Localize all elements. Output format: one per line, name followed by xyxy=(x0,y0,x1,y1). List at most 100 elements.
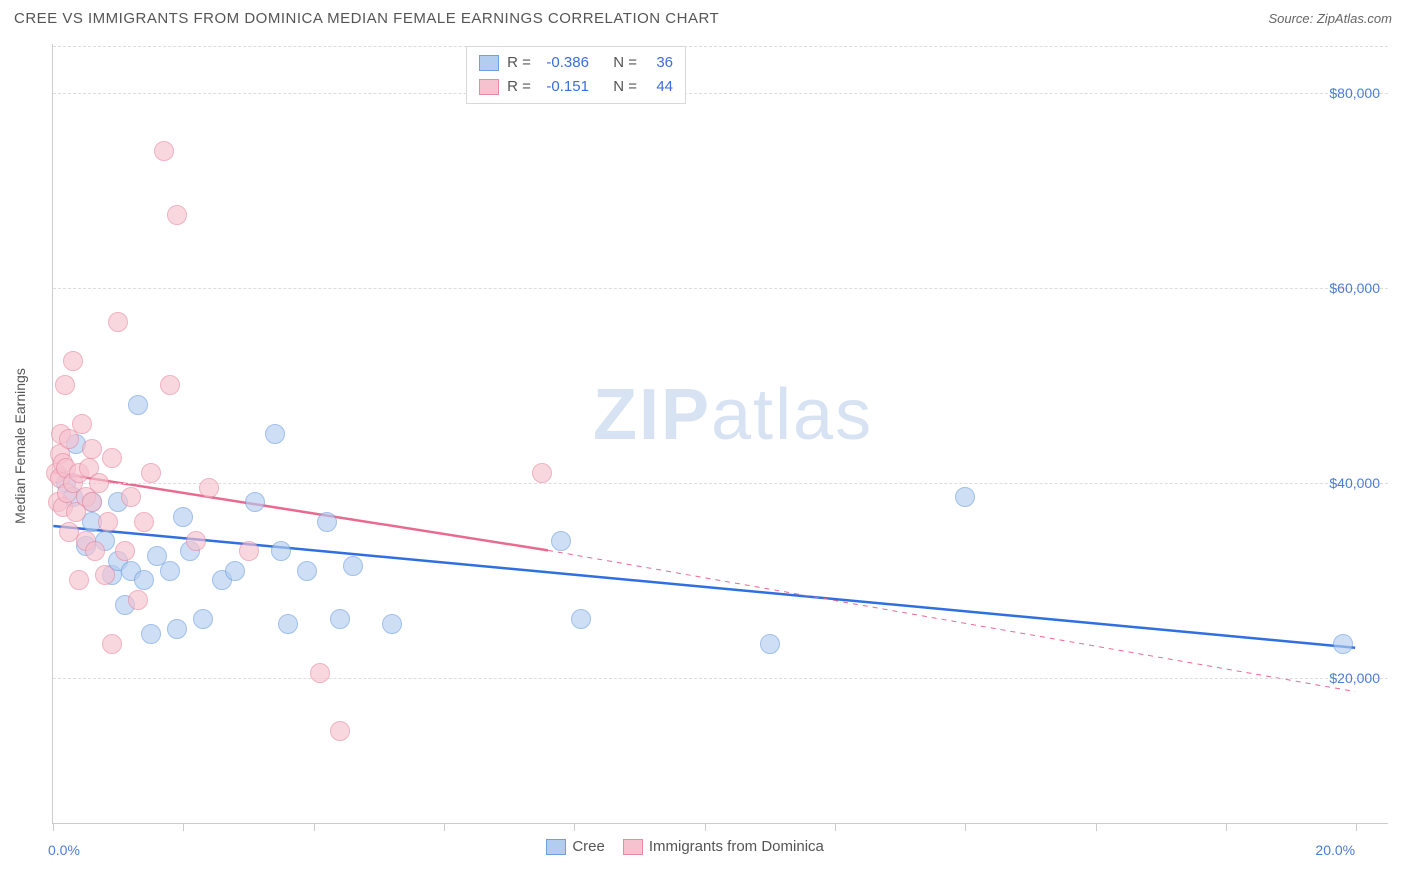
scatter-point xyxy=(98,512,118,532)
legend-swatch xyxy=(479,55,499,71)
scatter-point xyxy=(72,414,92,434)
y-tick-label: $40,000 xyxy=(1329,475,1380,491)
scatter-point xyxy=(330,721,350,741)
scatter-point xyxy=(69,570,89,590)
scatter-point xyxy=(55,375,75,395)
x-tick xyxy=(183,823,184,831)
scatter-point xyxy=(532,463,552,483)
scatter-point xyxy=(89,473,109,493)
x-tick xyxy=(835,823,836,831)
scatter-point xyxy=(128,395,148,415)
scatter-point xyxy=(134,512,154,532)
scatter-point xyxy=(154,141,174,161)
scatter-point xyxy=(115,541,135,561)
n-label: N = xyxy=(613,51,637,75)
source-prefix: Source: xyxy=(1268,11,1316,26)
gridline xyxy=(53,46,1388,47)
scatter-point xyxy=(108,312,128,332)
watermark: ZIPatlas xyxy=(593,374,873,456)
x-tick xyxy=(53,823,54,831)
scatter-point xyxy=(265,424,285,444)
scatter-point xyxy=(128,590,148,610)
scatter-point xyxy=(382,614,402,634)
scatter-point xyxy=(278,614,298,634)
x-left-label: 0.0% xyxy=(48,842,80,858)
watermark-zip: ZIP xyxy=(593,375,711,455)
scatter-point xyxy=(239,541,259,561)
scatter-point xyxy=(571,609,591,629)
scatter-point xyxy=(85,541,105,561)
legend-swatch xyxy=(623,839,643,855)
watermark-atlas: atlas xyxy=(711,375,873,455)
scatter-point xyxy=(173,507,193,527)
stats-legend-row: R = -0.151 N = 44 xyxy=(479,75,673,99)
legend-label: Cree xyxy=(572,838,605,855)
scatter-point xyxy=(297,561,317,581)
y-tick-label: $20,000 xyxy=(1329,670,1380,686)
scatter-point xyxy=(317,512,337,532)
scatter-point xyxy=(955,487,975,507)
gridline xyxy=(53,483,1388,484)
scatter-point xyxy=(225,561,245,581)
scatter-point xyxy=(167,619,187,639)
scatter-point xyxy=(121,487,141,507)
x-tick xyxy=(705,823,706,831)
scatter-point xyxy=(82,439,102,459)
scatter-point xyxy=(343,556,363,576)
x-right-label: 20.0% xyxy=(1315,842,1355,858)
scatter-point xyxy=(95,565,115,585)
x-tick xyxy=(314,823,315,831)
source-name: ZipAtlas.com xyxy=(1317,11,1392,26)
scatter-point xyxy=(82,492,102,512)
scatter-point xyxy=(134,570,154,590)
bottom-legend-item: Immigrants from Dominica xyxy=(623,838,824,855)
legend-swatch xyxy=(546,839,566,855)
trend-lines-svg xyxy=(53,44,1388,823)
bottom-legend-item: Cree xyxy=(546,838,605,855)
legend-label: Immigrants from Dominica xyxy=(649,838,824,855)
stats-legend-row: R =-0.386 N =36 xyxy=(479,51,673,75)
n-value: 44 xyxy=(645,75,673,99)
trend-line xyxy=(53,472,548,550)
scatter-point xyxy=(193,609,213,629)
scatter-point xyxy=(186,531,206,551)
n-label: N = xyxy=(613,75,637,99)
scatter-point xyxy=(760,634,780,654)
stats-legend: R =-0.386 N =36R =-0.151 N =44 xyxy=(466,46,686,104)
r-label: R = xyxy=(507,75,531,99)
x-tick xyxy=(1356,823,1357,831)
scatter-point xyxy=(330,609,350,629)
r-label: R = xyxy=(507,51,531,75)
scatter-point xyxy=(102,448,122,468)
y-tick-label: $80,000 xyxy=(1329,85,1380,101)
chart-title: CREE VS IMMIGRANTS FROM DOMINICA MEDIAN … xyxy=(14,10,719,27)
r-value: -0.386 xyxy=(539,51,589,75)
scatter-point xyxy=(1333,634,1353,654)
scatter-point xyxy=(141,463,161,483)
scatter-point xyxy=(310,663,330,683)
gridline xyxy=(53,288,1388,289)
scatter-point xyxy=(271,541,291,561)
scatter-point xyxy=(160,561,180,581)
scatter-point xyxy=(141,624,161,644)
scatter-point xyxy=(551,531,571,551)
gridline xyxy=(53,93,1388,94)
scatter-point xyxy=(160,375,180,395)
bottom-legend: Cree Immigrants from Dominica xyxy=(546,838,824,855)
scatter-point xyxy=(245,492,265,512)
y-tick-label: $60,000 xyxy=(1329,280,1380,296)
source-attribution: Source: ZipAtlas.com xyxy=(1268,11,1392,26)
y-axis-label: Median Female Earnings xyxy=(12,368,28,524)
legend-swatch xyxy=(479,79,499,95)
scatter-point xyxy=(63,351,83,371)
gridline xyxy=(53,678,1388,679)
scatter-chart: ZIPatlas $20,000 $40,000 $60,000 $80,000 xyxy=(52,44,1388,824)
scatter-point xyxy=(102,634,122,654)
x-tick xyxy=(574,823,575,831)
r-value: -0.151 xyxy=(539,75,589,99)
x-tick xyxy=(1226,823,1227,831)
x-tick xyxy=(965,823,966,831)
scatter-point xyxy=(199,478,219,498)
x-tick xyxy=(1096,823,1097,831)
trend-line-dashed xyxy=(548,550,1355,691)
